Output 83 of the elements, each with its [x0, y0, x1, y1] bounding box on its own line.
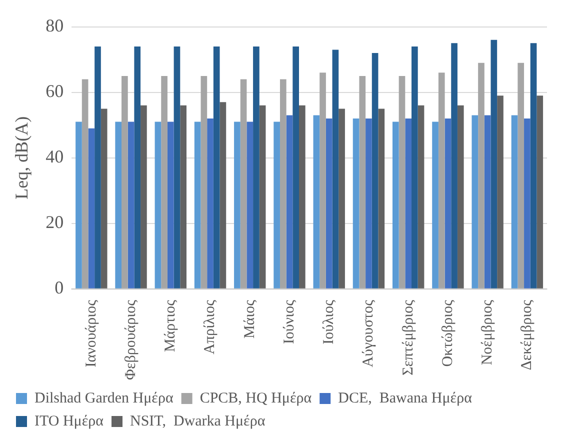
x-tick-label: Ιούνιος: [281, 300, 298, 344]
bar: [154, 122, 162, 288]
bar: [326, 118, 332, 288]
bar: [174, 46, 180, 288]
bar: [359, 76, 366, 288]
bar: [484, 115, 491, 288]
bar: [115, 122, 122, 288]
legend-label: Dilshad Garden Ημέρα: [34, 390, 174, 406]
x-tick-label: Νοέμβριος: [480, 300, 496, 366]
bar: [94, 46, 101, 288]
bar: [457, 105, 464, 288]
bar: [122, 76, 128, 288]
bar: [432, 122, 438, 288]
bar: [313, 115, 320, 288]
bar: [518, 62, 524, 288]
x-tick-label: Φεβρουάριος: [122, 300, 139, 380]
y-tick-label: 80: [46, 16, 64, 36]
bar: [88, 128, 95, 288]
bar: [167, 122, 174, 288]
y-axis-title: Leq, dB(A): [12, 116, 32, 200]
legend-label: ITO Ημέρα: [34, 413, 104, 430]
y-tick-label: 60: [46, 81, 64, 102]
bar: [259, 105, 266, 288]
bar: [372, 53, 378, 288]
bar: [412, 46, 418, 288]
bar: [472, 115, 478, 288]
bar: [490, 40, 498, 288]
bar: [320, 72, 326, 288]
bar: [161, 76, 168, 288]
bar: [194, 122, 201, 288]
bar: [398, 76, 406, 288]
legend-label: CPCB, HQ Ημέρα: [200, 390, 312, 406]
bar: [451, 43, 458, 288]
bar: [234, 122, 240, 288]
x-tick-label: Ιούλιος: [321, 300, 338, 344]
bar: [511, 115, 518, 288]
bar: [438, 72, 445, 288]
bar: [82, 79, 88, 288]
x-tick-label: Απρίλιος: [202, 300, 218, 354]
bar: [478, 62, 484, 288]
bar: [332, 50, 339, 288]
bar: [366, 118, 372, 288]
bar: [246, 122, 254, 288]
bar: [140, 105, 147, 288]
bar: [76, 122, 82, 288]
legend-label: DCE, Bawana Ημέρα: [338, 390, 472, 406]
bar: [180, 105, 186, 288]
bar: [418, 105, 424, 288]
bar: [134, 46, 141, 288]
bar: [274, 122, 280, 288]
bar: [392, 122, 399, 288]
x-tick-label: Δεκέμβριος: [519, 300, 536, 370]
bar: [280, 79, 286, 288]
bar: [128, 122, 134, 288]
bar: [220, 102, 226, 288]
bar: [405, 118, 412, 288]
bar: [352, 118, 360, 288]
bar: [299, 105, 306, 288]
x-tick-label: Σεπτέμβριος: [400, 300, 416, 376]
bar: [286, 115, 293, 288]
bar: [536, 96, 544, 288]
bar: [213, 46, 220, 288]
x-tick-label: Οκτώβριος: [440, 300, 456, 367]
bar: [378, 108, 385, 288]
bar: [240, 79, 247, 288]
bar: [100, 108, 108, 288]
bar: [338, 108, 345, 288]
x-tick-label: Μάρτιος: [162, 300, 179, 352]
y-tick-label: 20: [46, 212, 64, 232]
bar: [207, 118, 214, 288]
bar: [444, 118, 452, 288]
x-tick-label: Αύγουστος: [360, 300, 377, 368]
bar: [530, 43, 537, 288]
bar: [497, 96, 504, 288]
y-tick-label: 0: [54, 278, 64, 298]
bar: [524, 118, 530, 288]
x-tick-label: Μάιος: [242, 300, 258, 339]
x-tick-label: Ιανουάριος: [83, 300, 100, 368]
bar: [253, 46, 260, 288]
bar: [200, 76, 208, 288]
bar: [292, 46, 299, 288]
legend-label: NSIT, Dwarka Ημέρα: [130, 413, 266, 430]
y-tick-label: 40: [46, 146, 64, 167]
